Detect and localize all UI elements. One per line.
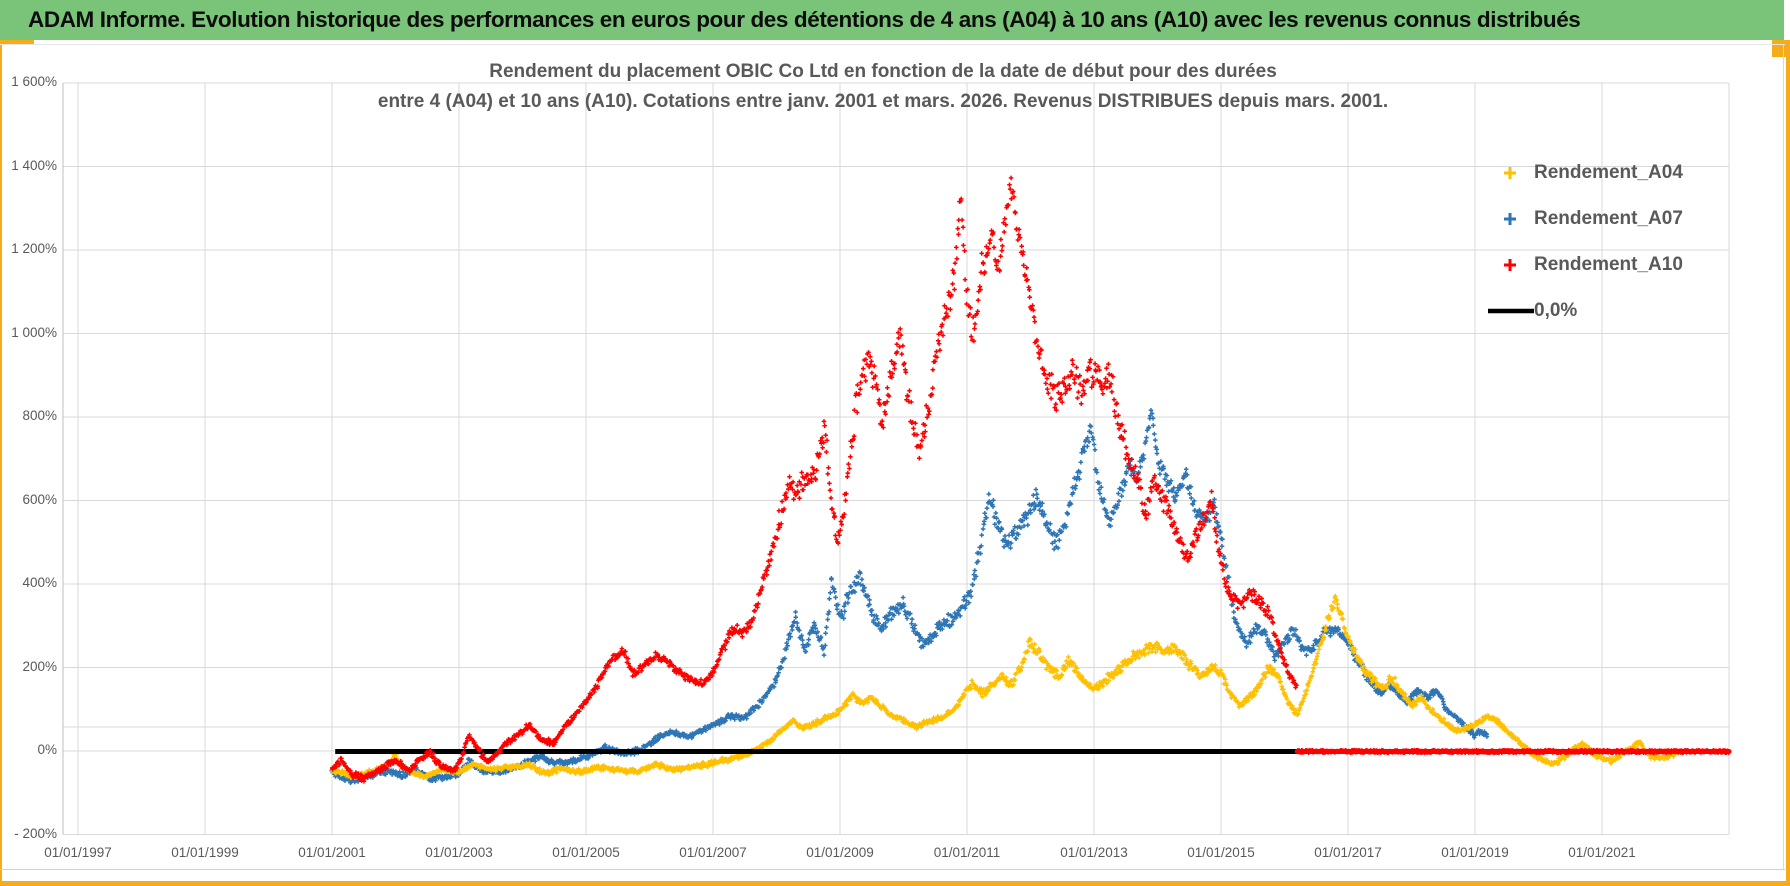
y-axis-tick-label: 200%: [22, 658, 57, 674]
legend-label: 0,0%: [1534, 300, 1578, 321]
chart-top-border: [0, 44, 1785, 45]
chart-legend: Rendement_A04 Rendement_A07 Rendement_A1…: [1486, 160, 1683, 344]
gold-frame-right: [1786, 40, 1790, 886]
legend-label: Rendement_A10: [1534, 254, 1683, 275]
x-axis-tick-label: 01/01/2005: [552, 845, 620, 860]
legend-item-zero-line: 0,0%: [1486, 298, 1683, 324]
x-axis-tick-label: 01/01/2001: [298, 845, 366, 860]
chart-title-line1: Rendement du placement OBIC Co Ltd en fo…: [489, 61, 1277, 82]
x-axis-tick-label: 01/01/2021: [1568, 845, 1636, 860]
legend-label: Rendement_A04: [1534, 162, 1683, 183]
legend-item-rendement-a04: Rendement_A04: [1486, 160, 1683, 186]
y-axis-tick-label: 0%: [37, 742, 57, 757]
y-axis-tick-label: 600%: [22, 491, 57, 507]
chart-title-line2: entre 4 (A04) et 10 ans (A10). Cotations…: [377, 91, 1389, 112]
line-marker-icon: [1486, 303, 1534, 319]
y-axis-tick-label: 1 000%: [11, 324, 57, 340]
header-title: ADAM Informe. Evolution historique des p…: [28, 7, 1581, 32]
y-axis-tick-label: 1 600%: [11, 74, 57, 89]
chart-right-border: [1783, 45, 1784, 870]
chart-title: Rendement du placement OBIC Co Ltd en fo…: [63, 57, 1703, 117]
x-axis-tick-label: 01/01/2009: [806, 845, 874, 860]
legend-item-rendement-a10: Rendement_A10: [1486, 252, 1683, 278]
y-axis-tick-label: - 200%: [14, 825, 57, 841]
legend-label: Rendement_A07: [1534, 208, 1683, 229]
chart-bottom-border: [0, 869, 1785, 870]
x-axis-tick-label: 01/01/2007: [679, 845, 747, 860]
y-axis-tick-label: 1 200%: [11, 241, 57, 256]
gold-frame-bottom: [0, 881, 1790, 886]
legend-item-rendement-a07: Rendement_A07: [1486, 206, 1683, 232]
x-axis-tick-label: 01/01/1997: [44, 845, 112, 860]
y-axis-tick-label: 400%: [22, 575, 57, 590]
x-axis-tick-label: 01/01/2017: [1314, 845, 1382, 860]
plus-marker-icon: [1486, 257, 1534, 273]
x-axis-tick-label: 01/01/2019: [1441, 845, 1509, 860]
gold-frame-top-left: [0, 40, 34, 44]
x-axis-tick-label: 01/01/2003: [425, 845, 493, 860]
header-banner: ADAM Informe. Evolution historique des p…: [0, 0, 1784, 40]
x-axis-tick-label: 01/01/2013: [1060, 845, 1128, 860]
x-axis-tick-label: 01/01/2015: [1187, 845, 1255, 860]
y-axis-tick-label: 1 400%: [11, 157, 57, 173]
gold-frame-left: [0, 44, 2, 886]
plus-marker-icon: [1486, 211, 1534, 227]
plus-marker-icon: [1486, 165, 1534, 181]
y-axis-tick-label: 800%: [22, 408, 57, 423]
x-axis-tick-label: 01/01/2011: [933, 845, 1001, 860]
x-axis-tick-label: 01/01/1999: [171, 845, 239, 860]
